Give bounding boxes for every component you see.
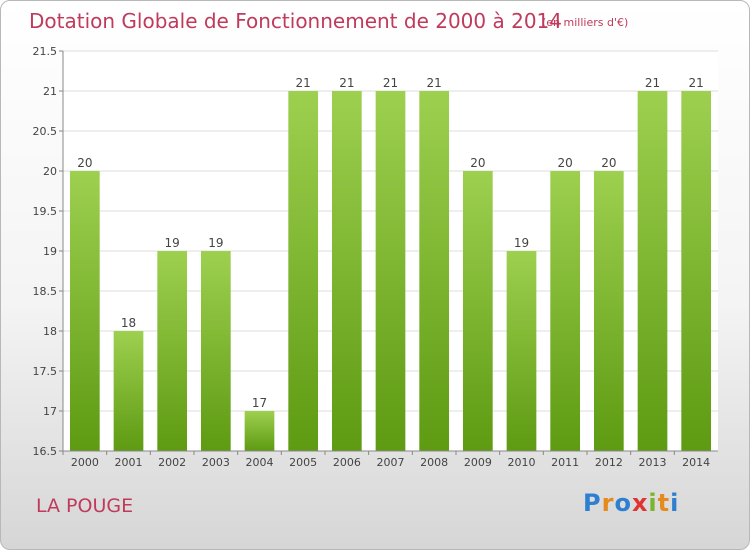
bar-value-label: 20: [77, 156, 92, 170]
bar-2014: [681, 91, 712, 451]
y-tick-label: 21.5: [33, 45, 58, 58]
x-tick-label: 2003: [202, 456, 230, 469]
x-tick-label: 2010: [508, 456, 536, 469]
bar-2007: [375, 91, 406, 451]
x-tick-label: 2012: [595, 456, 623, 469]
y-tick-label: 16.5: [33, 445, 58, 458]
x-tick-label: 2013: [639, 456, 667, 469]
bar-value-label: 19: [514, 236, 529, 250]
x-tick-labels: 2000 2001 2002 2003 2004 2005 2006 2007 2008 2009…: [71, 456, 710, 469]
bar-2012: [593, 171, 624, 451]
logo-letter: t: [657, 489, 671, 517]
bar-value-label: 21: [339, 76, 354, 90]
y-tick-label: 21: [43, 85, 57, 98]
logo-letter: P: [583, 489, 602, 517]
x-tick-label: 2006: [333, 456, 361, 469]
bar-2003: [200, 251, 231, 451]
bar-value-label: 21: [427, 76, 442, 90]
bar-2010: [506, 251, 537, 451]
x-tick-label: 2014: [682, 456, 710, 469]
bar-value-label: 17: [252, 396, 267, 410]
bar-value-label: 20: [558, 156, 573, 170]
logo-letter: x: [631, 489, 649, 517]
bar-2002: [157, 251, 188, 451]
bar-2000: [69, 171, 100, 451]
x-tick-label: 2005: [289, 456, 317, 469]
bar-2013: [637, 91, 668, 451]
bar-2009: [462, 171, 493, 451]
y-tick-label: 17: [43, 405, 57, 418]
proxiti-logo: Proxiti: [583, 489, 679, 517]
bar-value-label: 19: [208, 236, 223, 250]
y-tick-label: 20: [43, 165, 57, 178]
bar-value-label: 21: [383, 76, 398, 90]
bar-value-label: 20: [470, 156, 485, 170]
bar-2006: [331, 91, 362, 451]
y-tick-labels: 16.5 17 17.5 18 18.5 19 19.5 20 20.5 21 21.5: [33, 45, 58, 458]
bar-value-labels: 20 18 19 19 17 21 21 21 21 20 19 20 20 21 21: [77, 76, 704, 410]
bar-value-label: 21: [645, 76, 660, 90]
x-tick-label: 2009: [464, 456, 492, 469]
logo-letter: r: [601, 489, 615, 517]
x-tick-label: 2011: [551, 456, 579, 469]
bar-value-label: 21: [296, 76, 311, 90]
bar-value-label: 19: [165, 236, 180, 250]
x-tick-label: 2004: [246, 456, 274, 469]
bar-value-label: 20: [601, 156, 616, 170]
y-tick-label: 20.5: [33, 125, 58, 138]
chart-unit: (en milliers d'€): [542, 16, 629, 29]
bar-2001: [113, 331, 144, 451]
x-tick-label: 2002: [158, 456, 186, 469]
logo-letter: o: [614, 489, 632, 517]
axes: [62, 51, 718, 452]
logo-letter: i: [670, 489, 680, 517]
y-tick-label: 18: [43, 325, 57, 338]
bars: [62, 91, 712, 455]
bar-2011: [550, 171, 581, 451]
y-tick-label: 17.5: [33, 365, 58, 378]
logo-letter: i: [648, 489, 658, 517]
x-tick-label: 2000: [71, 456, 99, 469]
commune-name: LA POUGE: [36, 495, 134, 517]
x-tick-label: 2001: [115, 456, 143, 469]
x-tick-label: 2007: [377, 456, 405, 469]
bar-2008: [419, 91, 450, 451]
bar-value-label: 21: [689, 76, 704, 90]
chart-title: Dotation Globale de Fonctionnement de 20…: [29, 9, 562, 33]
bar-2005: [288, 91, 319, 451]
x-tick-label: 2008: [420, 456, 448, 469]
bar-2004: [244, 411, 275, 451]
y-tick-label: 18.5: [33, 285, 58, 298]
y-tick-label: 19.5: [33, 205, 58, 218]
y-tick-label: 19: [43, 245, 57, 258]
bar-value-label: 18: [121, 316, 136, 330]
